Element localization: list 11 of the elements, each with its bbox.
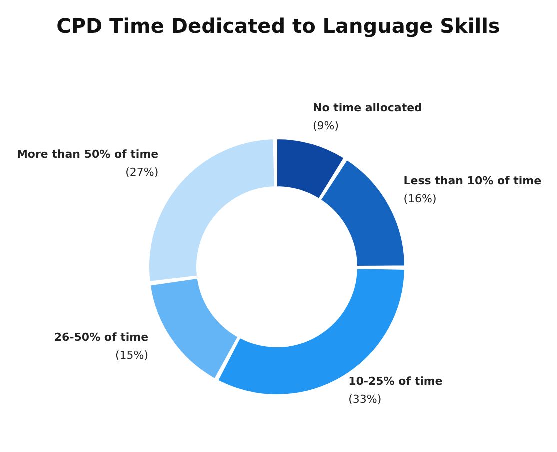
slice-label: 10-25% of time: [348, 374, 443, 388]
slice-label: More than 50% of time: [16, 148, 159, 161]
data-label: (9%): [313, 120, 340, 133]
slice-label: 26-50% of time: [54, 331, 149, 344]
data-label: (33%): [348, 392, 382, 406]
data-label: (15%): [116, 349, 149, 362]
slice-label: Less than 10% of time: [404, 174, 542, 188]
data-label: (27%): [126, 166, 159, 179]
slice-label: No time allocated: [313, 102, 422, 115]
chart-title: CPD Time Dedicated to Language Skills: [56, 14, 502, 38]
data-label: (16%): [404, 192, 437, 206]
